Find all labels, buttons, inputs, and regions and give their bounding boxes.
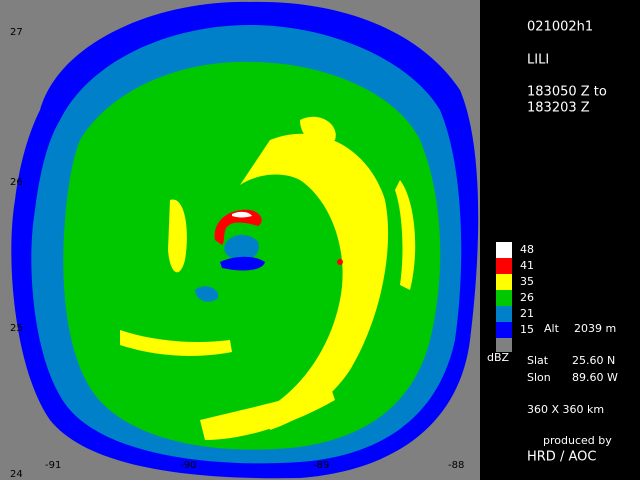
legend-swatch <box>496 322 512 338</box>
lon-label: -89 <box>313 460 329 471</box>
lat-label: 25 <box>10 323 23 334</box>
echo-21 <box>195 286 219 302</box>
echo-35 <box>395 180 416 290</box>
slon-label: Slon <box>527 371 551 384</box>
legend-label: 26 <box>520 291 534 304</box>
legend-swatch <box>496 338 512 352</box>
time-start: 183050 Z to <box>527 85 607 100</box>
unit: dBZ <box>487 351 510 364</box>
echo-35 <box>120 330 232 356</box>
extent: 360 X 360 km <box>527 403 604 416</box>
legend-label: 21 <box>520 307 534 320</box>
storm-name: LILI <box>527 53 549 68</box>
echo-41 <box>214 209 262 245</box>
time-end: 183203 Z <box>527 101 590 116</box>
lon-label: -90 <box>180 460 196 471</box>
echo-35 <box>300 116 336 144</box>
legend-swatch <box>496 274 512 290</box>
lat-label: 27 <box>10 27 23 38</box>
echo-41 <box>337 259 343 265</box>
credit-line2: HRD / AOC <box>527 450 596 465</box>
legend-swatch <box>496 258 512 274</box>
alt-label: Alt <box>544 322 560 335</box>
legend-swatch <box>496 242 512 258</box>
radar-image <box>11 1 479 479</box>
alt-value: 2039 m <box>574 322 616 335</box>
echo-35 <box>200 385 335 440</box>
legend-label: 41 <box>520 259 534 272</box>
credit-line1: produced by <box>543 434 612 447</box>
slat-label: Slat <box>527 354 549 367</box>
legend-swatch <box>496 306 512 322</box>
lat-label: 24 <box>10 469 23 480</box>
lat-labels: 27 26 25 24 <box>10 27 23 480</box>
legend: 48 41 35 26 21 15 <box>496 242 534 352</box>
lat-label: 26 <box>10 177 23 188</box>
lon-label: -88 <box>448 460 464 471</box>
echo-35 <box>168 199 187 273</box>
echo-48 <box>232 211 252 218</box>
legend-label: 48 <box>520 243 534 256</box>
slon-value: 89.60 W <box>572 371 618 384</box>
flight-id: 021002h1 <box>527 20 593 35</box>
legend-label: 15 <box>520 323 534 336</box>
eye <box>224 234 259 261</box>
lon-label: -91 <box>45 460 61 471</box>
legend-label: 35 <box>520 275 534 288</box>
echo-35 <box>240 133 389 430</box>
legend-swatch <box>496 290 512 306</box>
eye-wall-blue <box>220 256 265 271</box>
slat-value: 25.60 N <box>572 354 615 367</box>
lon-labels: -91 -90 -89 -88 <box>45 460 464 471</box>
